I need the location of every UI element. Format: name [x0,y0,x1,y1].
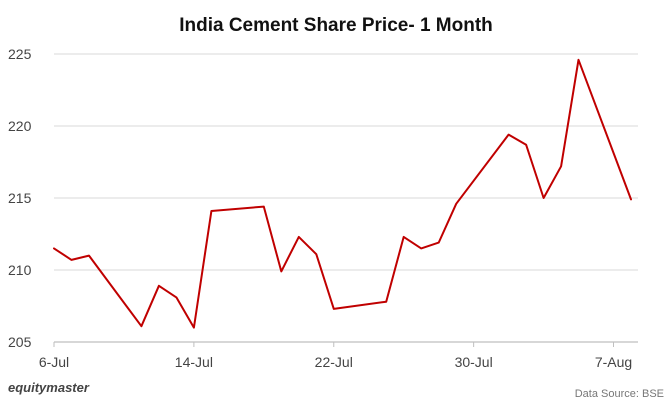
y-tick-label: 225 [8,46,32,62]
grid-layer [54,53,638,271]
series-layer [53,58,632,329]
y-tick-label: 205 [8,334,32,350]
brand-logo: equitymaster [8,380,90,395]
x-tick-label: 30-Jul [455,354,493,370]
data-source-label: Data Source: BSE [575,388,664,400]
chart-title: India Cement Share Price- 1 Month [179,15,493,36]
y-tick-label: 210 [8,262,32,278]
tick-label-layer: 205 210 215 220 225 6-Jul 14-Jul 22-Jul 30-Jul 7-… [8,46,632,370]
price-series-line [53,58,632,329]
x-tick-label: 7-Aug [595,354,632,370]
axis-layer [53,341,638,347]
x-tick-label: 22-Jul [315,354,353,370]
y-tick-label: 215 [8,190,32,206]
y-tick-label: 220 [8,118,32,134]
x-tick-label: 6-Jul [39,354,69,370]
x-tick-label: 14-Jul [175,354,213,370]
